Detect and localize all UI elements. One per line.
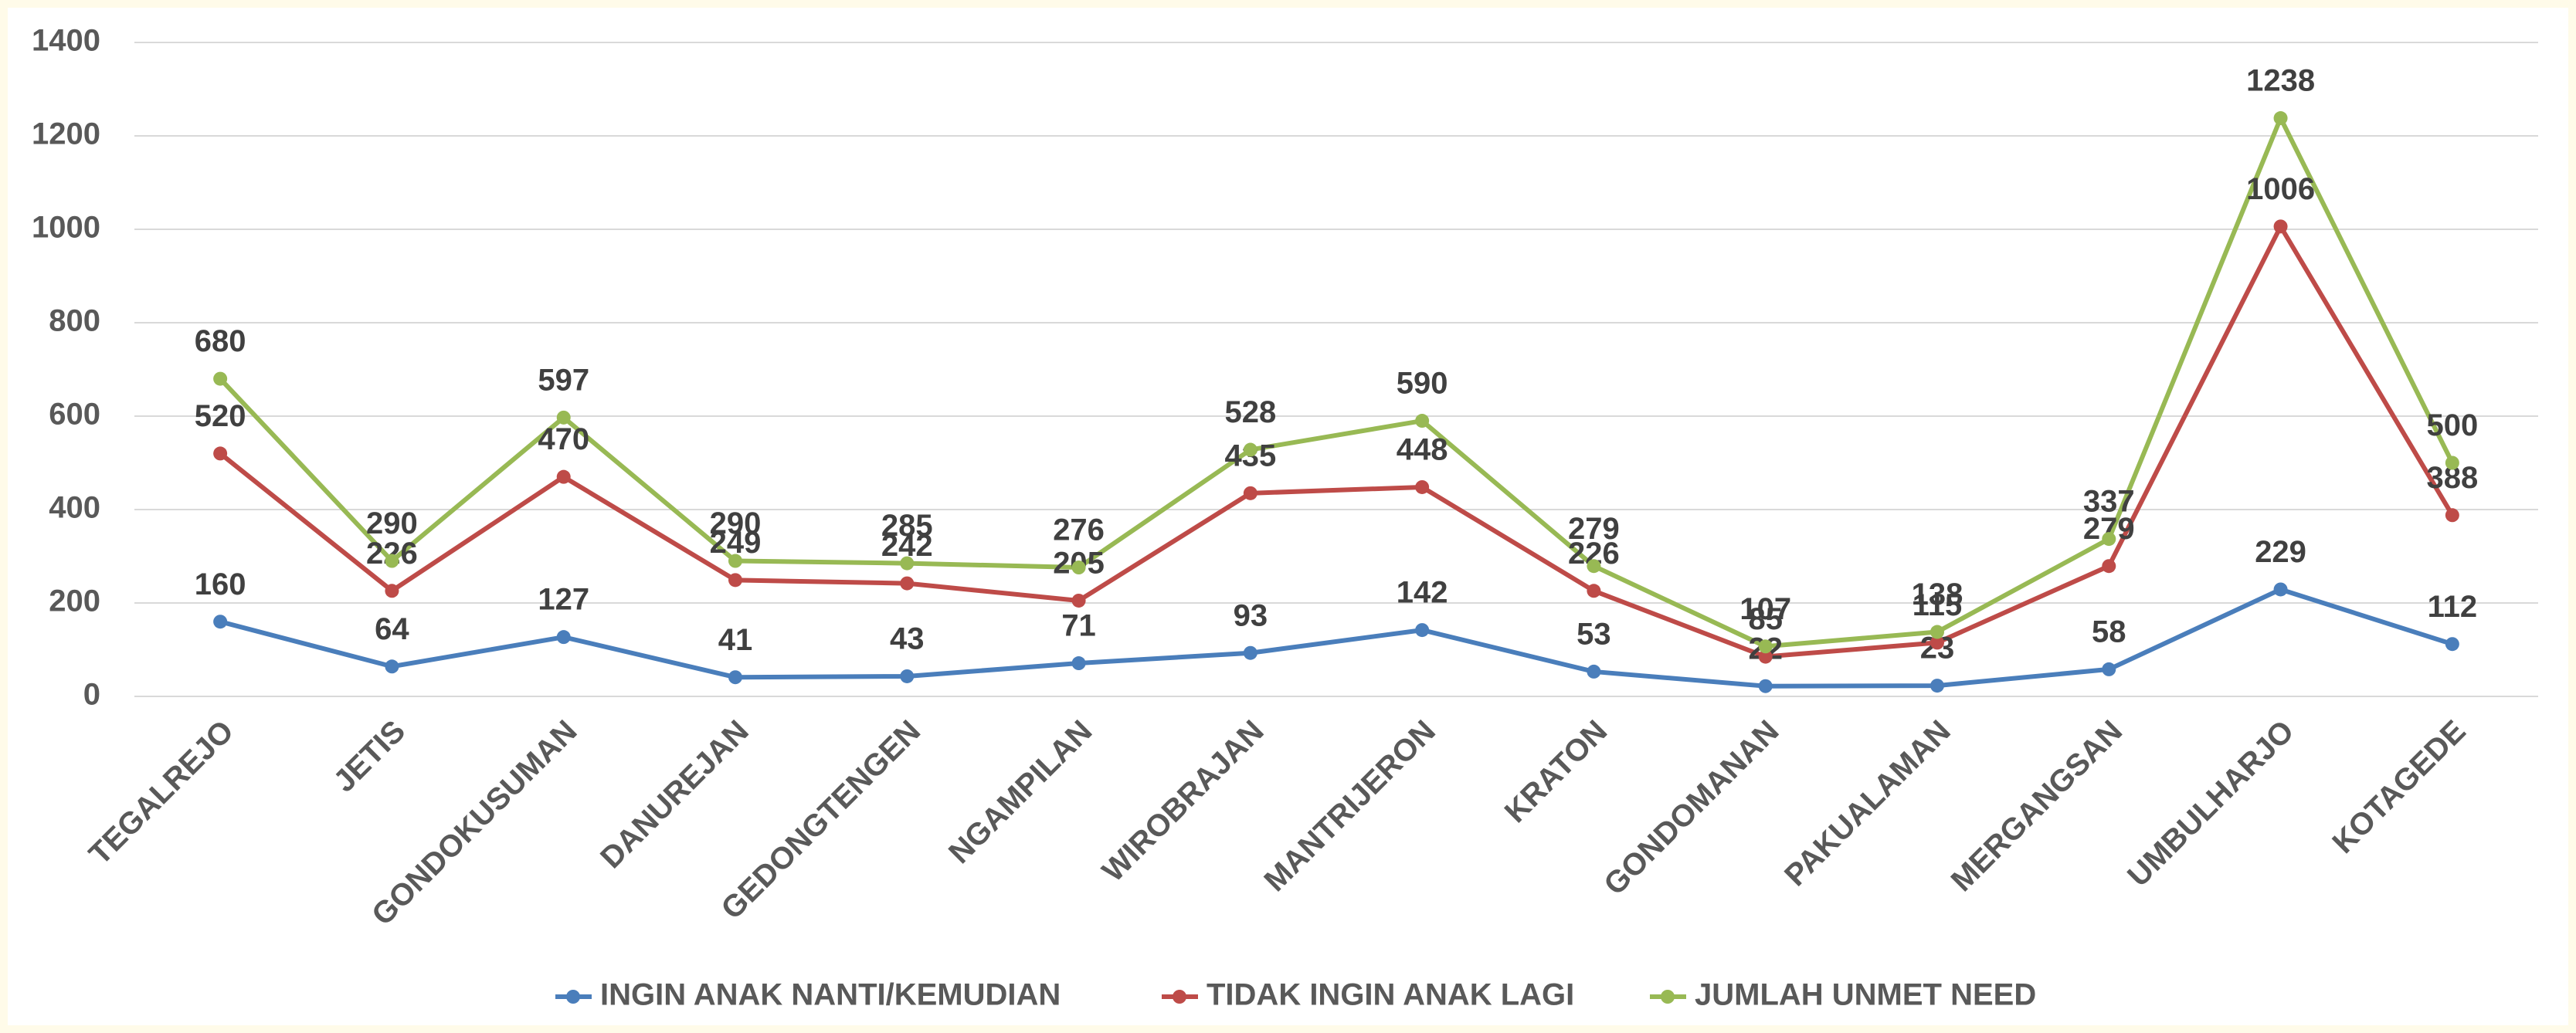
y-tick-label: 200 [49, 584, 100, 618]
point [556, 630, 571, 645]
y-tick-label: 1200 [32, 117, 100, 151]
point [2102, 559, 2116, 574]
legend-marker [566, 990, 580, 1004]
point [213, 446, 228, 461]
point [2273, 219, 2288, 234]
point [1415, 623, 1430, 638]
legend-item: TIDAK INGIN ANAK LAGI [1162, 978, 1574, 1012]
data-label: 680 [195, 324, 246, 358]
data-label: 290 [710, 506, 762, 540]
y-tick-label: 600 [49, 398, 100, 432]
y-tick-label: 800 [49, 304, 100, 338]
data-label: 127 [538, 583, 589, 617]
point [2445, 637, 2459, 652]
legend-label: INGIN ANAK NANTI/KEMUDIAN [600, 978, 1061, 1012]
legend-label: JUMLAH UNMET NEED [1695, 978, 2036, 1012]
point [385, 584, 399, 598]
point [728, 670, 742, 685]
data-label: 528 [1224, 395, 1276, 429]
point [1930, 625, 1944, 639]
point [2102, 662, 2116, 676]
point [1930, 635, 1944, 650]
data-label: 1238 [2246, 64, 2315, 98]
y-tick-label: 1000 [32, 211, 100, 245]
y-tick-label: 1400 [32, 24, 100, 58]
point [900, 669, 915, 683]
data-label: 285 [881, 509, 933, 543]
data-label: 58 [2092, 615, 2126, 649]
data-label: 138 [1912, 577, 1963, 611]
data-label: 448 [1397, 433, 1448, 467]
point [1930, 679, 1944, 693]
legend-label: TIDAK INGIN ANAK LAGI [1207, 978, 1574, 1012]
point [1243, 645, 1257, 660]
point [1758, 679, 1773, 693]
point [2445, 508, 2459, 523]
point [1587, 664, 1601, 679]
point [1415, 414, 1430, 428]
data-label: 64 [375, 612, 409, 646]
point [213, 371, 228, 386]
data-label: 1006 [2246, 172, 2315, 206]
point [1243, 442, 1257, 457]
point [1758, 649, 1773, 664]
data-label: 279 [1568, 512, 1620, 546]
point [1071, 561, 1086, 575]
point [1587, 584, 1601, 598]
data-label: 470 [538, 422, 589, 456]
point [1758, 639, 1773, 654]
data-label: 276 [1053, 513, 1105, 547]
y-tick-label: 400 [49, 491, 100, 525]
data-label: 229 [2255, 535, 2306, 569]
chart-area [8, 8, 2568, 1025]
point [2445, 456, 2459, 470]
legend-marker [1661, 990, 1675, 1004]
legend-item: INGIN ANAK NANTI/KEMUDIAN [555, 978, 1061, 1012]
data-label: 112 [2428, 590, 2478, 624]
legend-marker [1173, 990, 1186, 1004]
point [1071, 656, 1086, 671]
data-label: 43 [890, 622, 925, 656]
data-label: 53 [1576, 617, 1611, 651]
legend-item: JUMLAH UNMET NEED [1650, 978, 2036, 1012]
point [1243, 486, 1257, 500]
data-label: 500 [2426, 408, 2478, 442]
point [556, 410, 571, 425]
point [1071, 593, 1086, 608]
point [385, 554, 399, 568]
point [2102, 532, 2116, 547]
point [1415, 479, 1430, 494]
data-label: 85 [1748, 602, 1783, 636]
y-tick-label: 0 [83, 678, 100, 712]
data-label: 93 [1234, 598, 1268, 632]
point [556, 469, 571, 484]
series-line [219, 587, 2453, 689]
data-label: 590 [1397, 367, 1448, 401]
point [213, 615, 228, 629]
data-label: 115 [1912, 588, 1963, 622]
data-label: 337 [2083, 485, 2135, 519]
point [728, 554, 742, 568]
data-label: 142 [1397, 576, 1448, 610]
point [385, 659, 399, 674]
point [728, 573, 742, 588]
data-label: 41 [718, 623, 753, 657]
data-label: 71 [1061, 609, 1096, 643]
data-label: 520 [195, 399, 246, 433]
data-label: 597 [538, 363, 589, 397]
series-line [218, 116, 2455, 649]
data-label: 290 [366, 506, 418, 540]
data-label: 160 [195, 567, 246, 601]
data-label: 107 [1739, 592, 1791, 626]
point [2273, 111, 2288, 126]
point [900, 576, 915, 591]
series-line [219, 224, 2455, 659]
point [900, 556, 915, 571]
point [2273, 582, 2288, 597]
point [1587, 559, 1601, 574]
